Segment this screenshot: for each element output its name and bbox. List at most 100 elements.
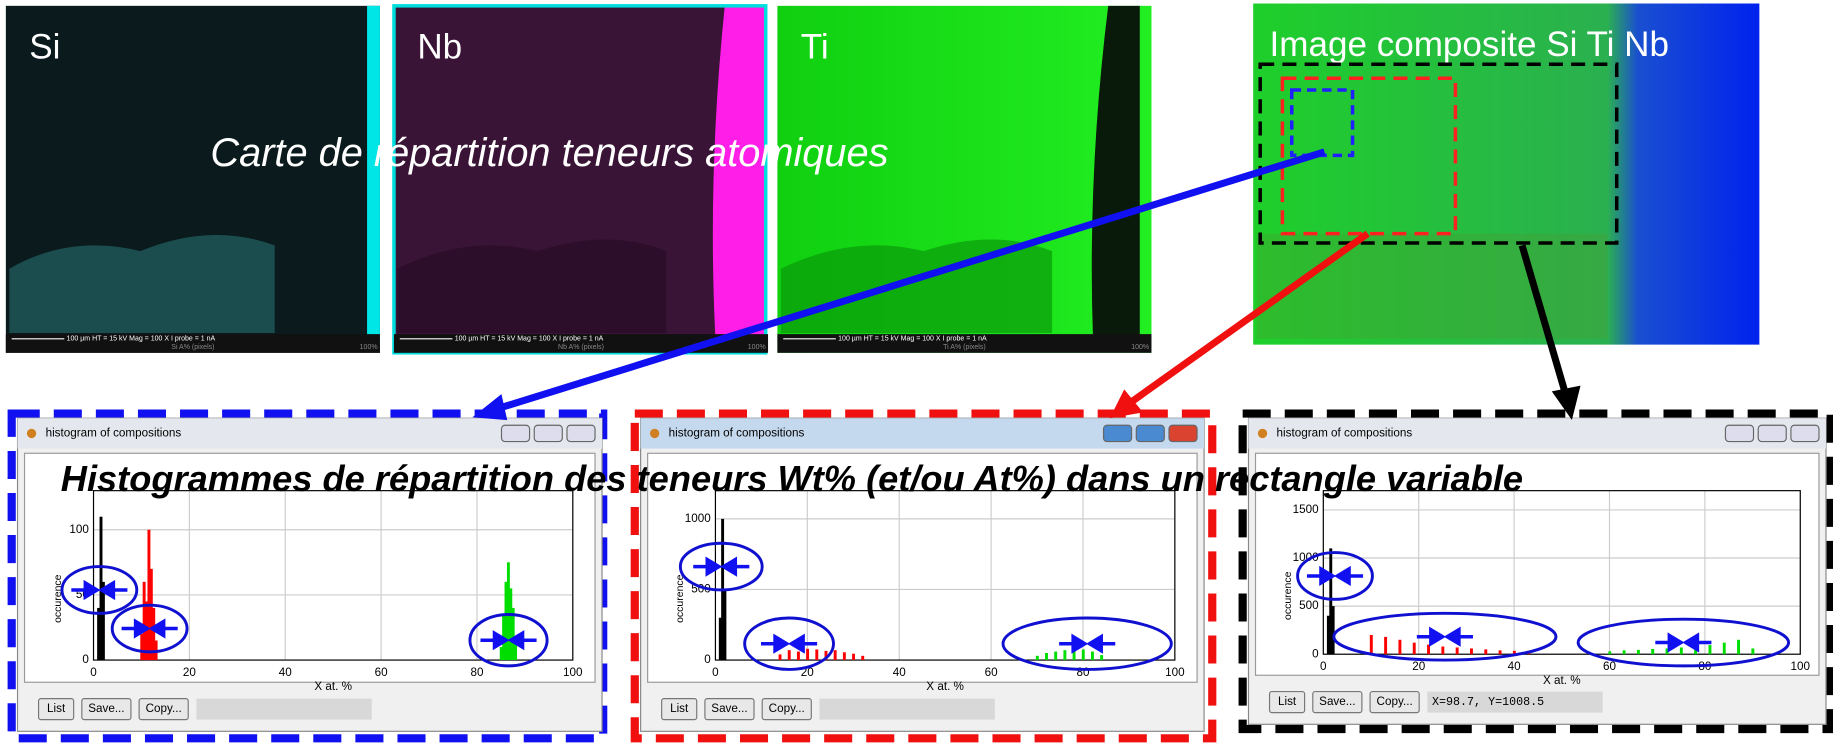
histogram-bar <box>1369 634 1373 655</box>
annotation-arrow <box>788 633 818 654</box>
map-caption: Ti A% (pixels) <box>943 344 986 351</box>
histogram-bar <box>1441 646 1445 655</box>
histogram-bar <box>506 562 510 661</box>
annotation-arrow <box>71 579 101 601</box>
histogram-bar <box>861 655 865 661</box>
histogram-bar <box>1427 644 1430 655</box>
x-tick-label: 20 <box>1412 660 1425 673</box>
y-tick-label: 0 <box>82 653 89 666</box>
annotation-ellipse <box>678 541 764 592</box>
histogram-bar <box>152 607 156 661</box>
x-tick-label: 100 <box>563 666 583 679</box>
histogram-bar <box>504 581 508 661</box>
histogram-bar <box>778 654 782 661</box>
annotation-arrow <box>1416 626 1446 647</box>
map-label: Ti <box>801 27 829 66</box>
x-axis-label: X at. % <box>314 680 352 693</box>
histogram-bar <box>806 648 810 661</box>
button[interactable] <box>81 698 132 721</box>
y-tick-label: 0 <box>1312 647 1319 660</box>
histogram-bar <box>142 581 146 661</box>
arrow <box>495 148 1326 413</box>
map-corner: 100% <box>748 344 766 351</box>
map-texture <box>780 239 1053 333</box>
plot-frame <box>714 490 1176 661</box>
histogram-bar <box>1636 649 1640 655</box>
map-caption: Nb A% (pixels) <box>558 344 604 351</box>
annotation-arrow <box>1655 632 1685 653</box>
histogram-bar <box>1722 642 1726 655</box>
x-tick-label: 60 <box>985 666 998 679</box>
histogram-bar <box>101 581 105 661</box>
button[interactable] <box>1369 691 1420 714</box>
x-tick-label: 40 <box>279 666 292 679</box>
map-texture <box>1256 233 1608 339</box>
annotation-arrow <box>1306 565 1337 587</box>
button[interactable] <box>1312 691 1363 714</box>
map-corner: 100% <box>1131 344 1149 351</box>
histogram-bar <box>1651 648 1655 655</box>
map-footer <box>5 334 380 353</box>
window-button[interactable] <box>1724 424 1755 443</box>
annotation-arrow <box>1059 633 1089 654</box>
windows: histogram of compositions 0 20 40 60 80 100 0 50… <box>16 417 1827 732</box>
annotation-arrow <box>1333 565 1364 587</box>
histogram-bar <box>509 588 513 661</box>
histogram-bar <box>97 607 101 661</box>
annotation-arrow <box>1682 632 1712 653</box>
x-axis-label: X at. % <box>1543 674 1581 687</box>
button-label: Save... <box>711 702 747 715</box>
histogram-bar <box>852 653 856 661</box>
annotation-arrow <box>98 579 128 601</box>
button[interactable] <box>704 698 755 721</box>
map-label: Si <box>29 27 60 66</box>
window-button[interactable] <box>1102 424 1133 443</box>
histogram-bar <box>1708 645 1712 655</box>
annotation-ellipse <box>1001 616 1173 671</box>
y-tick-label: 500 <box>1299 599 1319 612</box>
button-label: Copy... <box>146 702 182 715</box>
histogram-bar <box>147 529 151 661</box>
button[interactable] <box>1268 691 1306 714</box>
window-button[interactable] <box>1135 424 1165 443</box>
button[interactable] <box>138 698 189 721</box>
scalebar-text: 100 µm HT = 15 kV Mag = 100 X I probe = … <box>67 336 216 343</box>
window-button[interactable] <box>1757 424 1787 443</box>
plot-frame <box>92 490 574 661</box>
x-tick-label: 100 <box>1791 660 1811 673</box>
x-tick-label: 40 <box>893 666 906 679</box>
button-label: Save... <box>88 702 124 715</box>
annotation-ellipse <box>743 616 835 671</box>
histogram-bar <box>796 651 800 661</box>
button[interactable] <box>761 698 812 721</box>
histogram-bar <box>511 607 515 661</box>
button[interactable] <box>37 698 75 721</box>
x-tick-label: 80 <box>470 666 483 679</box>
y-axis-label: occurence <box>674 574 686 623</box>
histogram-bar <box>1622 650 1626 655</box>
window-button[interactable] <box>500 424 531 443</box>
window-button[interactable] <box>566 424 596 443</box>
histogram-bar <box>787 650 791 661</box>
app-icon <box>649 428 660 439</box>
button[interactable] <box>661 698 698 721</box>
maps-caption: Carte de répartition teneurs atomiques <box>210 131 888 175</box>
annotation-ellipse <box>1296 551 1374 601</box>
histogram-bar <box>718 617 722 661</box>
button-label: Copy... <box>769 702 805 715</box>
window-title: histogram of compositions <box>46 426 182 439</box>
window-button[interactable] <box>1168 424 1198 443</box>
x-tick-label: 0 <box>1320 660 1327 673</box>
button-label: Save... <box>1319 695 1355 708</box>
x-tick-label: 40 <box>1508 660 1521 673</box>
histogram-bar <box>1751 648 1755 655</box>
window-button[interactable] <box>1790 424 1820 443</box>
window-button[interactable] <box>533 424 563 443</box>
histogram-bar <box>1608 651 1612 655</box>
arrow <box>1126 230 1370 408</box>
y-tick-label: 100 <box>69 523 89 536</box>
scalebar-text: 100 µm HT = 15 kV Mag = 100 X I probe = … <box>838 336 987 343</box>
histogram-bar <box>1072 648 1076 661</box>
map-edge <box>1091 5 1140 339</box>
composite-title: Image composite Si Ti Nb <box>1270 25 1669 64</box>
